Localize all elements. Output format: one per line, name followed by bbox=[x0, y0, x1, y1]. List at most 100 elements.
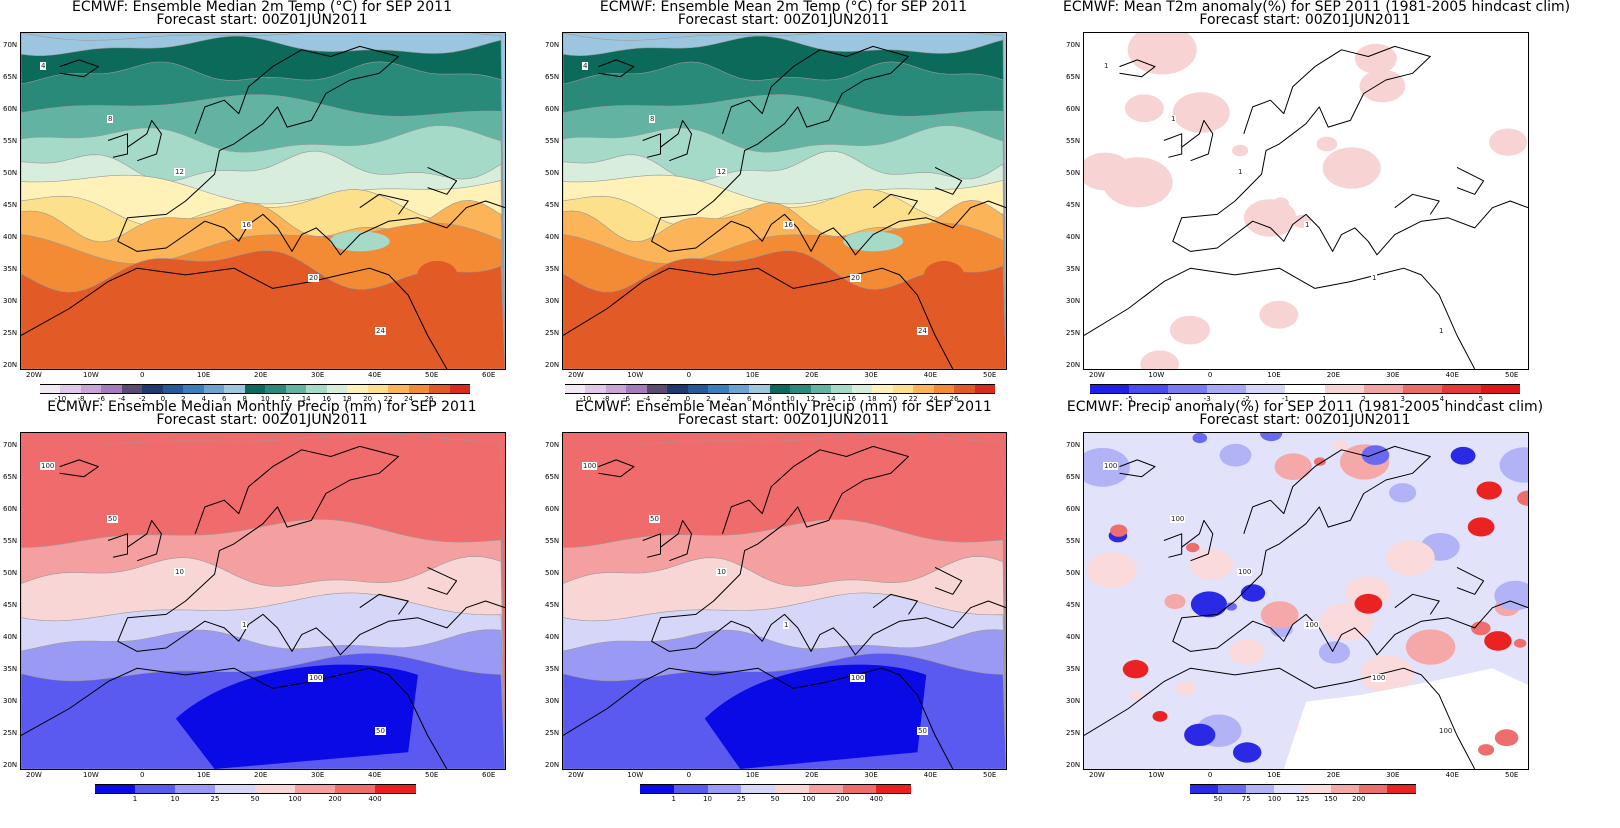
longitude-label: 30E bbox=[311, 771, 325, 779]
coastline bbox=[1172, 445, 1528, 656]
anomaly-patch bbox=[1316, 136, 1338, 152]
longitude-label: 50E bbox=[1505, 371, 1519, 379]
coastline bbox=[107, 533, 128, 558]
contour-label: 1 bbox=[1170, 115, 1177, 123]
coastline bbox=[1394, 193, 1440, 215]
colorbar-tick-label: 50 bbox=[1213, 795, 1223, 803]
longitude-label: 20E bbox=[805, 371, 819, 379]
colorbar-tick-label: 100 bbox=[802, 795, 816, 803]
colorbar-swatch bbox=[1441, 384, 1482, 394]
colorbar-tick-label: 400 bbox=[368, 795, 382, 803]
anomaly-patch bbox=[1471, 621, 1491, 636]
map-plot bbox=[562, 432, 1007, 770]
colorbar-swatch bbox=[449, 384, 471, 394]
latitude-label: 40N bbox=[545, 633, 560, 641]
colorbar-swatch bbox=[135, 784, 176, 794]
anomaly-patch bbox=[1333, 439, 1348, 451]
longitude-label: 50E bbox=[983, 771, 997, 779]
contour-label: 4 bbox=[40, 62, 47, 70]
colorbar-swatch bbox=[1358, 784, 1388, 794]
latitude-label: 50N bbox=[1066, 569, 1081, 577]
colorbar-tick-label: 2 bbox=[706, 395, 711, 403]
colorbar-swatch bbox=[1246, 784, 1275, 794]
colorbar-tick-label: 1 bbox=[671, 795, 676, 803]
anomaly-patch bbox=[1260, 433, 1283, 442]
map-canvas bbox=[563, 33, 1006, 369]
colorbar-tick-label: 200 bbox=[835, 795, 850, 803]
colorbar-tick-label: -5 bbox=[1125, 395, 1133, 403]
contour-label: 8 bbox=[107, 115, 114, 123]
colorbar-swatch bbox=[203, 384, 225, 394]
panel-title: ECMWF: Mean T2m anomaly(%) for SEP 2011 … bbox=[1063, 0, 1571, 15]
anomaly-patch bbox=[1359, 69, 1406, 103]
latitude-label: 60N bbox=[3, 105, 18, 113]
colorbar-tick-label: 12 bbox=[806, 395, 816, 403]
colorbar-tick-label: 24 bbox=[929, 395, 939, 403]
colorbar-tick-label: 6 bbox=[747, 395, 752, 403]
latitude-label: 45N bbox=[545, 601, 560, 609]
anomaly-patch bbox=[1361, 445, 1390, 465]
contour-label: 100 bbox=[582, 462, 598, 470]
longitude-label: 0 bbox=[1207, 771, 1213, 779]
colorbar-swatch bbox=[367, 384, 389, 394]
latitude-label: 60N bbox=[1066, 105, 1081, 113]
anomaly-patch bbox=[1319, 602, 1373, 641]
colorbar-tick-label: -2 bbox=[663, 395, 671, 403]
panel-title: ECMWF: Ensemble Mean Monthly Precip (mm)… bbox=[575, 399, 992, 415]
contour-label: 1 bbox=[1304, 221, 1311, 229]
panel-subtitle: Forecast start: 00Z01JUN2011 bbox=[156, 412, 368, 428]
longitude-label: 20W bbox=[1089, 371, 1105, 379]
colorbar-swatch bbox=[749, 384, 771, 394]
cool-anomaly-patch bbox=[843, 231, 904, 252]
anomaly-patch bbox=[1122, 660, 1149, 679]
contour-label: 1 bbox=[1237, 168, 1244, 176]
colorbar-tick-label: 12 bbox=[281, 395, 291, 403]
latitude-label: 60N bbox=[3, 505, 18, 513]
latitude-label: 60N bbox=[1066, 505, 1081, 513]
longitude-label: 20W bbox=[1089, 771, 1105, 779]
longitude-label: 0 bbox=[1207, 371, 1213, 379]
coastline bbox=[1394, 593, 1440, 615]
colorbar-tick-label: 26 bbox=[424, 395, 434, 403]
warm-patch bbox=[923, 260, 964, 289]
latitude-label: 45N bbox=[3, 201, 18, 209]
coastline bbox=[1181, 119, 1214, 162]
map-canvas bbox=[21, 33, 505, 369]
latitude-label: 55N bbox=[545, 137, 560, 145]
colorbar-tick-label: 20 bbox=[888, 395, 898, 403]
latitude-label: 30N bbox=[545, 297, 560, 305]
contour-label: 50 bbox=[649, 515, 660, 523]
colorbar-swatch bbox=[933, 384, 955, 394]
coastline bbox=[117, 445, 505, 656]
colorbar-tick-label: 50 bbox=[250, 795, 260, 803]
anomaly-patch bbox=[1354, 43, 1397, 74]
longitude-label: 40E bbox=[1445, 771, 1459, 779]
colorbar-swatch bbox=[265, 384, 287, 394]
colorbar-tick-label: 1 bbox=[1322, 395, 1327, 403]
anomaly-patch bbox=[1190, 591, 1228, 618]
colorbar-swatch bbox=[913, 384, 935, 394]
map-plot bbox=[1083, 432, 1529, 770]
colorbar-swatch bbox=[790, 384, 812, 394]
colorbar-swatch bbox=[974, 384, 996, 394]
map-canvas bbox=[1084, 433, 1528, 769]
coastline bbox=[127, 119, 162, 162]
anomaly-patch bbox=[1360, 655, 1414, 694]
longitude-label: 40E bbox=[923, 771, 938, 779]
longitude-label: 30E bbox=[311, 371, 325, 379]
anomaly-patch bbox=[1484, 631, 1512, 651]
colorbar-swatch bbox=[769, 384, 791, 394]
anomaly-patch bbox=[1172, 92, 1230, 133]
latitude-label: 35N bbox=[1066, 265, 1081, 273]
latitude-label: 50N bbox=[3, 169, 18, 177]
colorbar-tick-label: -2 bbox=[1242, 395, 1250, 403]
colorbar-tick-label: 10 bbox=[260, 395, 270, 403]
latitude-label: 40N bbox=[1066, 233, 1081, 241]
masked-dry-region bbox=[1283, 668, 1528, 769]
coastline bbox=[651, 445, 1006, 656]
longitude-label: 20W bbox=[26, 771, 42, 779]
colorbar-swatch bbox=[1190, 784, 1219, 794]
colorbar-swatch bbox=[347, 384, 369, 394]
coastline bbox=[1172, 45, 1528, 256]
anomaly-patch bbox=[1513, 638, 1527, 648]
